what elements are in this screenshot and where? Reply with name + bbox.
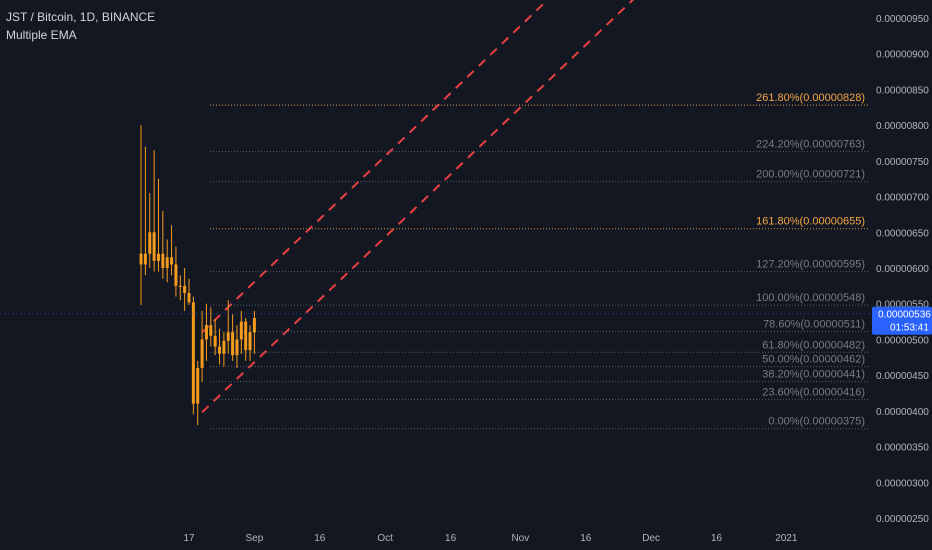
candle-body[interactable] [143, 253, 147, 265]
candle-body[interactable] [235, 339, 239, 356]
price-axis[interactable]: 0.00000950 0.00000900 0.00000850 0.00000800… [876, 14, 929, 525]
trend-line[interactable] [201, 0, 651, 414]
candle-body[interactable] [226, 332, 230, 341]
fib-level-label: 127.20%(0.00000595) [756, 259, 865, 271]
price-tick-label: 0.00000800 [876, 121, 929, 132]
fib-level-label: 23.60%(0.00000416) [762, 386, 865, 398]
candle-body[interactable] [187, 293, 191, 303]
candle-body[interactable] [170, 257, 174, 265]
candle-body[interactable] [204, 325, 208, 340]
time-axis[interactable]: 17 Sep 16 Oct 16 Nov 16 Dec 16 2021 [183, 533, 797, 544]
fib-level-label: 78.60%(0.00000511) [763, 319, 865, 331]
candle-body[interactable] [222, 340, 226, 354]
price-tick-label: 0.00000700 [876, 193, 929, 204]
price-tick-label: 0.00000750 [876, 157, 929, 168]
fib-level-label: 61.80%(0.00000482) [762, 339, 865, 351]
candle-body[interactable] [196, 368, 200, 404]
price-tick-label: 0.00000400 [876, 407, 929, 418]
symbol-title[interactable]: JST / Bitcoin, 1D, BINANCE [6, 10, 156, 24]
price-tick-label: 0.00000450 [876, 371, 929, 382]
indicator-label[interactable]: Multiple EMA [6, 28, 77, 42]
time-tick-label: 17 [183, 533, 195, 544]
time-tick-label: 16 [580, 533, 592, 544]
candle-body[interactable] [231, 332, 235, 356]
candle-body[interactable] [244, 321, 248, 351]
candle-body[interactable] [165, 257, 169, 268]
current-price-value: 0.00000536 [878, 310, 931, 321]
bar-countdown: 01:53:41 [890, 323, 929, 334]
fibonacci-extension[interactable]: 261.80%(0.00000828) 224.20%(0.00000763) 20… [210, 92, 870, 430]
candle-body[interactable] [174, 264, 178, 286]
candle-body[interactable] [148, 232, 152, 254]
price-tick-label: 0.00000350 [876, 443, 929, 454]
time-tick-label: 16 [314, 533, 326, 544]
price-tick-label: 0.00000550 [876, 300, 929, 311]
fib-level-label: 200.00%(0.00000721) [756, 169, 865, 181]
price-tick-label: 0.00000950 [876, 14, 929, 25]
current-price-badge: 0.00000536 01:53:41 [0, 306, 932, 335]
trend-lines[interactable] [201, 0, 651, 414]
candle-body[interactable] [218, 346, 222, 354]
fib-level-label: 38.20%(0.00000441) [762, 369, 865, 381]
price-tick-label: 0.00000650 [876, 228, 929, 239]
fib-level-label: 100.00%(0.00000548) [756, 292, 865, 304]
price-badge-bg [872, 306, 932, 335]
candle-body[interactable] [200, 339, 204, 368]
candle-body[interactable] [183, 285, 187, 293]
fib-level-label: 224.20%(0.00000763) [756, 139, 865, 151]
price-tick-label: 0.00000850 [876, 85, 929, 96]
candle-body[interactable] [248, 332, 252, 351]
candle-body[interactable] [213, 335, 217, 347]
candle-body[interactable] [178, 285, 182, 287]
candle-body[interactable] [161, 253, 165, 268]
fib-level-label: 161.80%(0.00000655) [756, 216, 865, 228]
price-tick-label: 0.00000500 [876, 335, 929, 346]
price-tick-label: 0.00000900 [876, 50, 929, 61]
time-tick-label: 16 [711, 533, 723, 544]
candle-body[interactable] [152, 232, 156, 261]
candle-body[interactable] [209, 325, 213, 336]
trend-line[interactable] [201, 0, 651, 334]
price-tick-label: 0.00000300 [876, 478, 929, 489]
time-tick-label: Oct [377, 533, 393, 544]
candle-body[interactable] [252, 318, 256, 333]
candle-body[interactable] [191, 302, 195, 404]
time-tick-label: 2021 [775, 533, 798, 544]
price-tick-label: 0.00000600 [876, 264, 929, 275]
candle-body[interactable] [239, 321, 243, 340]
time-tick-label: Sep [246, 533, 264, 544]
price-tick-label: 0.00000250 [876, 514, 929, 525]
time-tick-label: 16 [445, 533, 457, 544]
fib-level-label: 261.80%(0.00000828) [756, 92, 865, 104]
time-tick-label: Dec [642, 533, 660, 544]
candle-body[interactable] [139, 253, 143, 265]
candle-body[interactable] [156, 253, 160, 261]
time-tick-label: Nov [511, 533, 529, 544]
fib-level-label: 50.00%(0.00000462) [762, 354, 865, 366]
fib-level-label: 0.00%(0.00000375) [768, 416, 865, 428]
candlestick-series[interactable] [139, 125, 256, 426]
